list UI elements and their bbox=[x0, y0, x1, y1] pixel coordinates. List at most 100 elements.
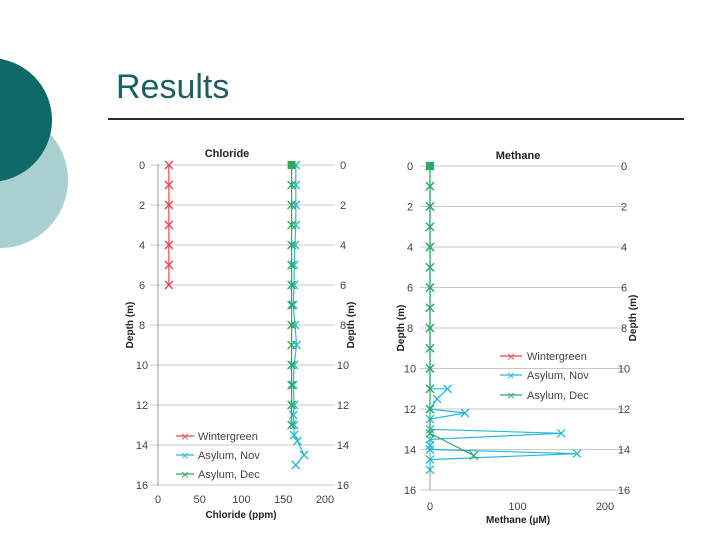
methane-asylum-nov-point bbox=[432, 394, 442, 404]
chloride-x-tick-label: 150 bbox=[274, 494, 292, 506]
methane-y-tick-label: 10 bbox=[404, 364, 416, 376]
chloride-y-axis-label-right: Depth (m) bbox=[346, 302, 357, 349]
methane-y-ticks-left: 0 2 4 6 8 10 12 14 16 bbox=[404, 161, 416, 497]
chloride-y-tick-label-right: 6 bbox=[340, 280, 346, 292]
chloride-asylum-nov-point bbox=[289, 430, 299, 440]
chloride-wintergreen-point bbox=[164, 220, 174, 230]
chloride-y-ticks-left: 0 2 4 6 8 10 12 14 16 bbox=[136, 160, 148, 492]
chloride-asylum-nov-point bbox=[291, 180, 301, 190]
methane-asylum-nov-point bbox=[460, 408, 470, 418]
methane-asylum-dec-point bbox=[425, 181, 435, 191]
chloride-legend-asylum-dec: Asylum, Dec bbox=[198, 469, 260, 481]
methane-chart-title: Methane bbox=[496, 150, 541, 162]
chloride-x-tick-label: 100 bbox=[232, 494, 250, 506]
teal-circles-decoration bbox=[0, 58, 68, 248]
chloride-asylum-dec-point bbox=[287, 220, 297, 230]
methane-y-tick-label: 2 bbox=[407, 202, 413, 214]
chloride-asylum-nov-point bbox=[291, 220, 301, 230]
methane-asylum-dec-point bbox=[425, 242, 435, 252]
methane-x-axis-label: Methane (µM) bbox=[486, 515, 550, 526]
methane-asylum-dec-point bbox=[425, 384, 435, 394]
chloride-y-tick-label: 8 bbox=[139, 320, 145, 332]
methane-y-tick-label-right: 14 bbox=[618, 445, 630, 457]
methane-y-axis-label-left: Depth (m) bbox=[396, 305, 407, 352]
methane-legend-asylum-dec: Asylum, Dec bbox=[527, 390, 589, 402]
chloride-asylum-nov-point bbox=[299, 450, 309, 460]
chloride-y-tick-label: 6 bbox=[139, 280, 145, 292]
chloride-wintergreen-point bbox=[164, 240, 174, 250]
chloride-asylum-nov-point bbox=[292, 436, 302, 446]
methane-x-tick-label: 200 bbox=[596, 501, 614, 513]
methane-asylum-nov-line bbox=[428, 166, 578, 470]
methane-asylum-nov-point bbox=[556, 428, 566, 438]
methane-y-tick-label-right: 12 bbox=[618, 404, 630, 416]
chloride-asylum-dec-point bbox=[287, 200, 297, 210]
methane-asylum-dec-point bbox=[425, 161, 435, 171]
chloride-chart-title: Chloride bbox=[205, 148, 250, 160]
chloride-asylum-nov-point bbox=[288, 380, 298, 390]
methane-asylum-dec-point bbox=[425, 222, 435, 232]
chloride-asylum-dec-point bbox=[287, 400, 297, 410]
chloride-gridlines bbox=[150, 164, 335, 486]
chloride-y-tick-label: 10 bbox=[136, 360, 148, 372]
methane-y-tick-label: 6 bbox=[407, 283, 413, 295]
methane-asylum-dec-point bbox=[425, 364, 435, 373]
slide-title: Results bbox=[116, 68, 230, 106]
chloride-y-tick-label-right: 16 bbox=[337, 480, 349, 492]
chloride-y-tick-label-right: 0 bbox=[340, 160, 346, 172]
chloride-y-tick-label: 12 bbox=[136, 400, 148, 412]
methane-y-tick-label-right: 4 bbox=[621, 242, 627, 254]
chloride-asylum-nov-point bbox=[288, 410, 298, 420]
methane-legend-marker-wintergreen: × bbox=[506, 350, 515, 363]
chloride-series bbox=[164, 160, 309, 470]
chloride-y-tick-label-right: 2 bbox=[340, 200, 346, 212]
chloride-x-tick-label: 0 bbox=[155, 494, 161, 506]
methane-asylum-nov-point bbox=[425, 455, 435, 465]
methane-asylum-nov-point bbox=[425, 440, 435, 450]
chloride-asylum-dec-point bbox=[287, 380, 297, 390]
chloride-asylum-dec-point bbox=[287, 300, 297, 310]
chloride-y-tick-label-right: 8 bbox=[340, 320, 346, 332]
chloride-legend: × Wintergreen × Asylum, Nov × Asylum, De… bbox=[176, 430, 260, 481]
chloride-legend-wintergreen: Wintergreen bbox=[198, 431, 258, 443]
methane-y-tick-label-right: 6 bbox=[621, 283, 627, 295]
chloride-asylum-dec-point bbox=[287, 240, 297, 250]
methane-y-tick-label: 16 bbox=[404, 485, 416, 497]
methane-asylum-nov-point bbox=[425, 445, 435, 454]
methane-asylum-dec-point bbox=[425, 343, 435, 353]
chloride-x-tick-label: 50 bbox=[194, 494, 206, 506]
methane-y-tick-label-right: 0 bbox=[621, 161, 627, 173]
chloride-asylum-nov-point bbox=[291, 200, 301, 210]
methane-y-tick-label-right: 16 bbox=[618, 485, 630, 497]
methane-y-axis-label-right: Depth (m) bbox=[628, 295, 639, 342]
methane-series bbox=[425, 161, 582, 475]
methane-y-tick-label: 0 bbox=[407, 161, 413, 173]
methane-legend-wintergreen: Wintergreen bbox=[527, 351, 587, 363]
methane-legend-marker-asylum-dec: × bbox=[506, 389, 515, 402]
chloride-wintergreen-point bbox=[164, 200, 174, 210]
methane-x-ticks: 0 100 200 bbox=[427, 501, 614, 513]
chloride-y-tick-label: 2 bbox=[139, 200, 145, 212]
chloride-asylum-dec-point bbox=[287, 161, 296, 169]
chloride-asylum-nov-point bbox=[291, 460, 301, 470]
methane-legend-marker-asylum-nov: × bbox=[506, 369, 515, 382]
chloride-legend-marker-asylum-nov: × bbox=[180, 449, 189, 462]
chloride-asylum-nov-point bbox=[290, 320, 300, 330]
methane-legend: × Wintergreen × Asylum, Nov × Asylum, De… bbox=[500, 350, 589, 402]
methane-asylum-dec-point bbox=[425, 262, 435, 272]
methane-asylum-dec-point bbox=[425, 404, 435, 414]
methane-asylum-dec-point bbox=[425, 202, 435, 211]
chloride-asylum-dec-point bbox=[287, 260, 297, 270]
chloride-y-tick-label-right: 14 bbox=[337, 440, 349, 452]
chloride-y-tick-label-right: 10 bbox=[337, 360, 349, 372]
title-divider bbox=[108, 118, 684, 120]
methane-legend-asylum-nov: Asylum, Nov bbox=[527, 370, 589, 382]
methane-y-tick-label: 14 bbox=[404, 445, 416, 457]
methane-asylum-dec-point bbox=[425, 428, 435, 438]
methane-x-tick-label: 100 bbox=[508, 501, 526, 513]
chloride-asylum-nov-point bbox=[288, 300, 298, 310]
chloride-legend-asylum-nov: Asylum, Nov bbox=[198, 450, 260, 462]
teal-dark-circle bbox=[0, 58, 52, 182]
chloride-y-axis-label-left: Depth (m) bbox=[125, 302, 136, 349]
chloride-y-tick-label-right: 4 bbox=[340, 240, 346, 252]
